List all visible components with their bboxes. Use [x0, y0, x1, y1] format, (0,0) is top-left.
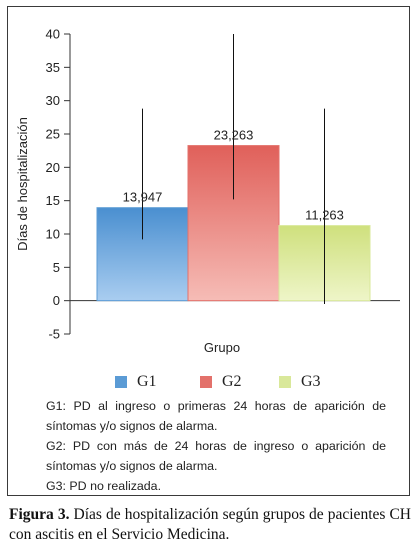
- legend-item-g2: G2: [200, 370, 242, 394]
- x-axis-label: Grupo: [204, 340, 240, 355]
- legend-label-g3: G3: [301, 373, 321, 390]
- legend-swatch-g1: [115, 376, 127, 388]
- note-g3: G3: PD no realizada.: [46, 479, 162, 493]
- y-tick-label: 30: [46, 93, 60, 108]
- caption-text: Días de hospitalización según grupos de …: [9, 506, 411, 543]
- y-tick-label: 25: [46, 127, 60, 142]
- legend-label-g2: G2: [222, 373, 242, 390]
- y-tick-label: 35: [46, 60, 60, 75]
- figure-frame: [7, 6, 410, 496]
- legend-label-g1: G1: [137, 373, 157, 390]
- note-g1: G1: PD al ingreso o primeras 24 horas de…: [46, 399, 386, 433]
- y-axis-label: Días de hospitalización: [15, 117, 30, 251]
- legend-item-g1: G1: [115, 370, 157, 394]
- legend-item-g3: G3: [279, 370, 321, 394]
- bar-chart: -5 0 5 10 15 20 25 30 35 40 13,947 23,263 11,263 Dí…: [15, 27, 400, 355]
- data-label-g1: 13,947: [123, 190, 163, 205]
- legend-swatch-g3: [279, 376, 291, 388]
- legend-swatch-g2: [200, 376, 212, 388]
- y-tick-label: 0: [53, 293, 60, 308]
- data-label-g2: 23,263: [214, 128, 254, 143]
- note-g2: G2: PD con más de 24 horas de ingreso o …: [46, 439, 386, 473]
- caption-label: Figura 3.: [9, 506, 70, 523]
- group-notes: G1: PD al ingreso o primeras 24 horas de…: [46, 396, 386, 496]
- y-tick-label: 20: [46, 160, 60, 175]
- y-tick-label: 15: [46, 193, 60, 208]
- legend: G1 G2 G3: [105, 370, 345, 394]
- y-tick-label: 5: [53, 260, 60, 275]
- figure-caption: Figura 3. Días de hospitalización según …: [9, 505, 411, 545]
- data-label-g3: 11,263: [305, 208, 344, 223]
- y-tick-label: -5: [48, 327, 60, 342]
- y-tick-label: 10: [46, 227, 60, 242]
- y-tick-label: 40: [46, 27, 60, 42]
